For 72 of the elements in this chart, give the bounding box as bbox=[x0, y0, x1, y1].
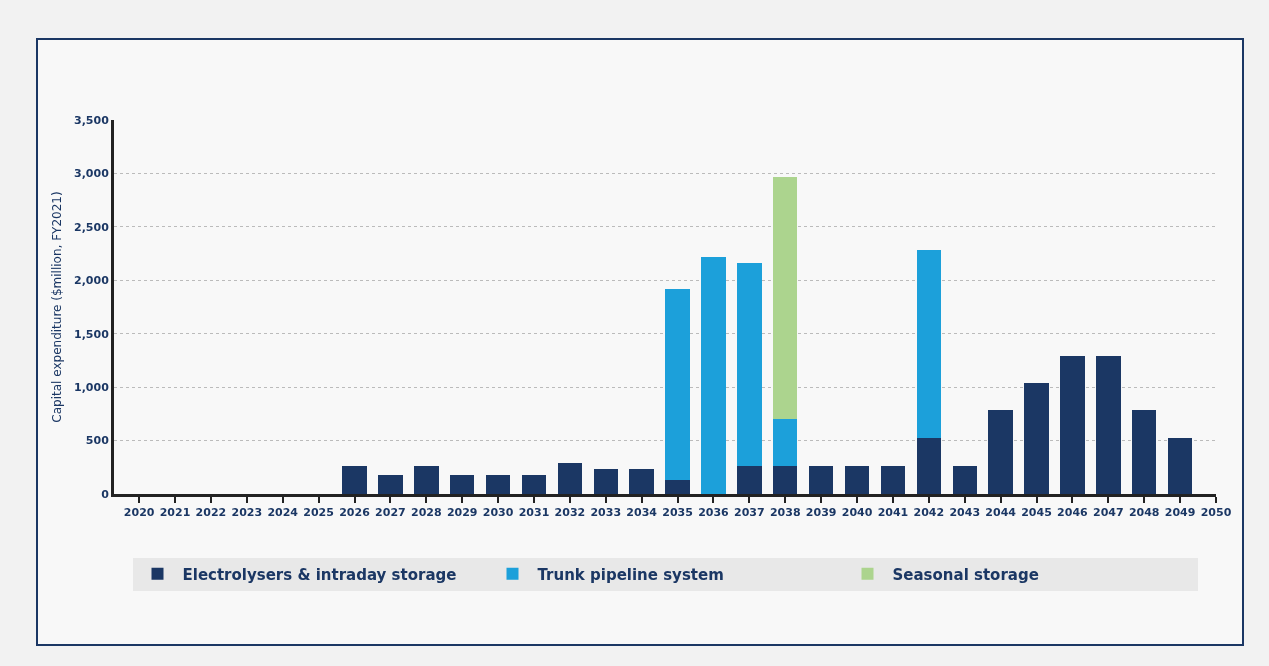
bar bbox=[988, 409, 1013, 494]
legend-label: Seasonal storage bbox=[892, 565, 1039, 584]
x-tick-label: 2039 bbox=[805, 506, 837, 520]
bar bbox=[1024, 382, 1049, 494]
bar bbox=[773, 466, 798, 494]
x-tick-label: 2046 bbox=[1057, 506, 1089, 520]
x-tick-label: 2038 bbox=[769, 506, 801, 520]
bar bbox=[880, 466, 906, 494]
x-tick-label: 2021 bbox=[159, 506, 191, 520]
y-tick-label: 1,000 bbox=[74, 380, 110, 394]
bar bbox=[1132, 409, 1157, 494]
x-tick-label: 2045 bbox=[1021, 506, 1052, 520]
x-tick-label: 2041 bbox=[877, 506, 909, 520]
y-tick-label: 3,500 bbox=[74, 113, 110, 127]
y-tick-label: 1,500 bbox=[74, 327, 110, 341]
x-tick-label: 2031 bbox=[518, 506, 550, 520]
bar bbox=[342, 466, 367, 494]
bar bbox=[916, 250, 942, 439]
bar bbox=[414, 466, 439, 494]
bar bbox=[557, 463, 583, 494]
x-tick-label: 2048 bbox=[1128, 506, 1160, 520]
x-tick-label: 2026 bbox=[339, 506, 371, 520]
bar bbox=[485, 474, 511, 494]
legend-label: Trunk pipeline system bbox=[537, 565, 724, 584]
bar bbox=[629, 469, 654, 494]
bar bbox=[737, 466, 762, 494]
x-tick-label: 2032 bbox=[554, 506, 586, 520]
bar bbox=[593, 469, 618, 494]
bar bbox=[916, 438, 942, 494]
x-tick-label: 2022 bbox=[195, 506, 227, 520]
bar bbox=[665, 480, 690, 494]
x-tick-label: 2029 bbox=[446, 506, 478, 520]
bar bbox=[1060, 356, 1085, 494]
x-tick-label: 2034 bbox=[626, 506, 658, 520]
bar bbox=[952, 466, 977, 494]
x-tick-label: 2027 bbox=[375, 506, 406, 520]
legend-label: Electrolysers & intraday storage bbox=[182, 565, 457, 584]
bar bbox=[808, 466, 834, 494]
bar bbox=[665, 288, 690, 481]
y-tick-label: 500 bbox=[85, 434, 110, 448]
x-tick-label: 2033 bbox=[590, 506, 622, 520]
x-tick-label: 2049 bbox=[1164, 506, 1196, 520]
x-tick-label: 2035 bbox=[662, 506, 693, 520]
bar bbox=[773, 176, 798, 420]
x-tick-label: 2024 bbox=[267, 506, 299, 520]
bar bbox=[773, 419, 798, 467]
bar bbox=[521, 474, 547, 494]
x-tick-label: 2044 bbox=[985, 506, 1017, 520]
x-tick-label: 2037 bbox=[734, 506, 765, 520]
x-tick-label: 2025 bbox=[303, 506, 334, 520]
x-tick-label: 2023 bbox=[231, 506, 263, 520]
y-tick-label: 3,000 bbox=[74, 167, 110, 181]
x-tick-label: 2043 bbox=[949, 506, 981, 520]
x-tick-label: 2036 bbox=[698, 506, 730, 520]
bar bbox=[737, 263, 762, 467]
x-tick-label: 2020 bbox=[123, 506, 155, 520]
y-tick-label: 0 bbox=[101, 487, 110, 501]
bar bbox=[1096, 356, 1121, 494]
x-tick-label: 2050 bbox=[1200, 506, 1232, 520]
x-tick-label: 2040 bbox=[841, 506, 873, 520]
x-tick-label: 2047 bbox=[1093, 506, 1124, 520]
bar bbox=[844, 466, 870, 494]
bar bbox=[449, 474, 475, 494]
x-tick-label: 2030 bbox=[482, 506, 514, 520]
x-tick-label: 2042 bbox=[913, 506, 945, 520]
x-tick-label: 2028 bbox=[410, 506, 442, 520]
bar bbox=[701, 256, 726, 494]
bar bbox=[378, 474, 403, 494]
y-tick-label: 2,500 bbox=[74, 220, 110, 234]
y-tick-label: 2,000 bbox=[74, 274, 110, 288]
y-axis-title: Capital expenditure ($million, FY2021) bbox=[50, 191, 65, 423]
bar bbox=[1167, 438, 1193, 494]
